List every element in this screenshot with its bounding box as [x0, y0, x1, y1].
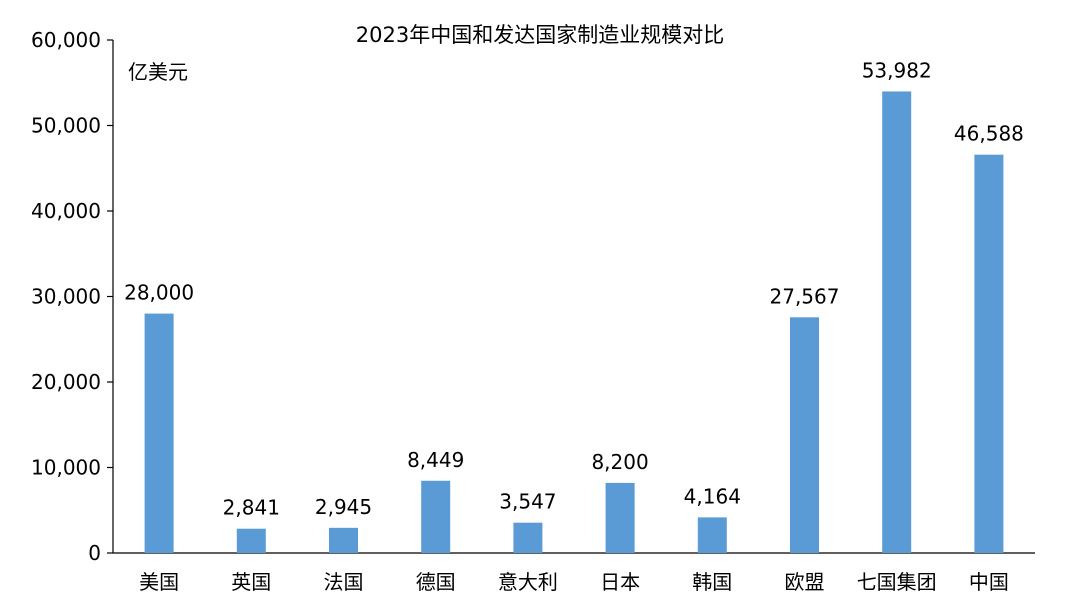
y-tick-label: 30,000: [31, 285, 101, 309]
bar-value-label: 3,547: [499, 490, 556, 514]
x-category-label: 法国: [324, 570, 364, 594]
y-tick-label: 60,000: [31, 28, 101, 52]
bar-8: [882, 91, 912, 553]
x-category-label: 欧盟: [785, 570, 825, 594]
x-category-label: 英国: [231, 570, 271, 594]
bar-2: [329, 527, 358, 553]
y-axis-ticks: 0 10,000 20,000 30,000 40,000 50,000 60,000: [31, 28, 113, 565]
y-tick-label: 50,000: [31, 114, 101, 138]
chart-title: 2023年中国和发达国家制造业规模对比: [356, 23, 724, 47]
bar-9: [974, 154, 1004, 553]
y-tick-label: 40,000: [31, 199, 101, 223]
bar-3: [421, 480, 451, 553]
y-unit-label: 亿美元: [128, 60, 188, 84]
x-category-label: 七国集团: [857, 570, 937, 594]
bar-1: [236, 528, 266, 553]
bars-group: [144, 91, 1004, 553]
x-category-label: 韩国: [692, 570, 732, 594]
y-tick-label: 0: [88, 541, 101, 565]
value-labels-group: 28,000 2,841 2,945 8,449 3,547 8,200 4,164 27,5…: [124, 58, 1024, 519]
bar-value-label: 8,200: [591, 450, 648, 474]
y-tick-label: 10,000: [31, 456, 101, 480]
bar-value-label: 4,164: [684, 484, 741, 508]
x-category-label: 美国: [139, 570, 179, 594]
bar-value-label: 2,945: [315, 495, 372, 519]
x-category-label: 中国: [969, 570, 1009, 594]
bar-value-label: 8,449: [407, 448, 464, 472]
x-category-label: 意大利: [498, 570, 558, 594]
bar-value-label: 28,000: [124, 281, 194, 305]
y-tick-label: 20,000: [31, 370, 101, 394]
x-category-label: 日本: [600, 570, 640, 594]
bar-4: [513, 522, 543, 553]
bar-value-label: 46,588: [954, 122, 1024, 146]
bar-6: [697, 517, 727, 553]
bar-value-label: 2,841: [223, 496, 280, 520]
x-category-label: 德国: [416, 570, 456, 594]
bar-7: [790, 317, 819, 553]
bar-0: [144, 313, 174, 553]
bar-value-label: 53,982: [862, 58, 932, 82]
bar-value-label: 27,567: [770, 284, 840, 308]
x-axis-labels: 美国 英国 法国 德国 意大利 日本 韩国 欧盟 七国集团 中国: [139, 570, 1009, 594]
bar-5: [605, 482, 635, 553]
